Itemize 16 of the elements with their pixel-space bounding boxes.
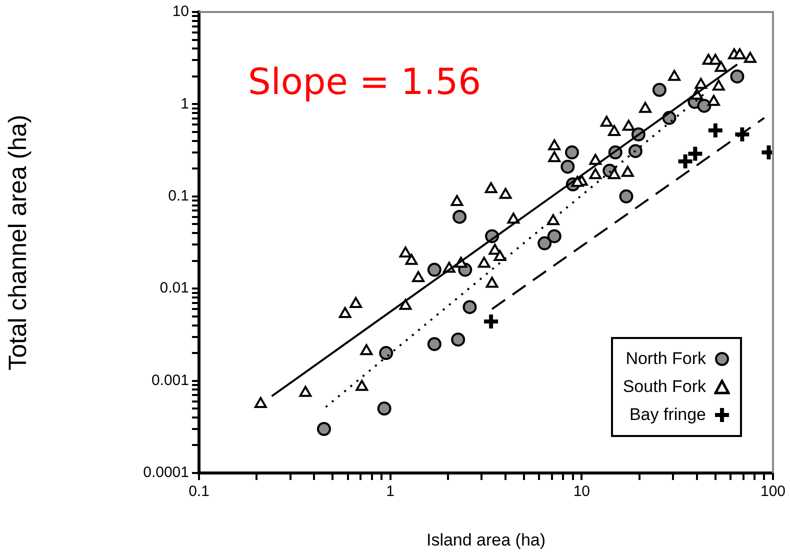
legend-label: North Fork [626, 348, 706, 370]
x-axis-title: Island area (ha) [426, 530, 546, 550]
y-tick-label: 0.1 [168, 188, 189, 205]
annotation: Slope = 1.56 [248, 62, 482, 103]
y-tick-label: 0.01 [160, 280, 189, 297]
y-tick-label: 1 [180, 95, 189, 112]
legend-label: South Fork [622, 376, 706, 398]
x-tick-label: 0.1 [188, 483, 210, 500]
x-tick-label: 100 [760, 483, 786, 500]
x-tick-label: 10 [573, 483, 590, 500]
y-tick-label: 0.0001 [143, 464, 189, 482]
x-tick-label: 1 [386, 483, 395, 500]
y-tick-label: 10 [172, 3, 189, 20]
legend-label: Bay fringe [629, 404, 706, 426]
y-tick-label: 0.001 [151, 372, 189, 389]
y-axis-title: Total channel area (ha) [4, 114, 32, 370]
